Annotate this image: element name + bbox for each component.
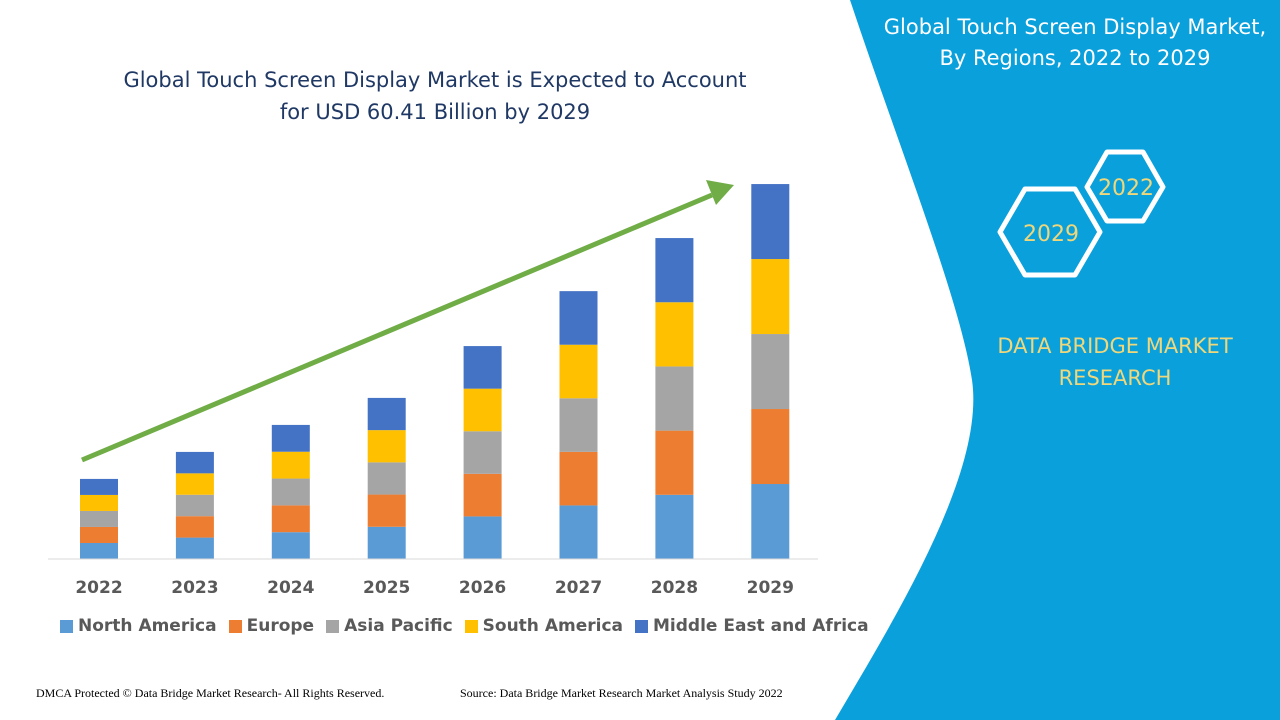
- bar-segment-2022-north-america: [80, 542, 118, 559]
- bar-segment-2025-asia-pacific: [367, 462, 406, 495]
- side-panel-background: [835, 0, 1280, 720]
- bar-segment-2026-south-america: [463, 388, 502, 432]
- bar-segment-2026-middle-east-and-africa: [463, 346, 502, 389]
- bar-segment-2024-middle-east-and-africa: [271, 424, 310, 452]
- bar-segment-2029-europe: [751, 409, 790, 485]
- hexagon-2022: 2022: [1084, 149, 1166, 224]
- legend-item: Middle East and Africa: [635, 616, 869, 636]
- x-tick-label: 2028: [651, 578, 698, 598]
- legend-item: North America: [60, 616, 217, 636]
- bar-segment-2025-south-america: [367, 430, 406, 463]
- legend-label: South America: [482, 616, 623, 636]
- bar-segment-2023-europe: [175, 516, 214, 538]
- bar-segment-2029-north-america: [751, 484, 790, 559]
- legend-label: Middle East and Africa: [653, 616, 869, 636]
- x-tick-label: 2026: [459, 578, 506, 598]
- bar-segment-2026-europe: [463, 473, 502, 517]
- bar-segment-2028-asia-pacific: [655, 366, 694, 431]
- legend-item: Europe: [228, 616, 315, 636]
- x-tick-labels: 2022 2023 2024 2025 2026 2027 2028 2029: [75, 578, 794, 598]
- legend-swatch: [464, 619, 478, 633]
- bar-segment-2023-asia-pacific: [175, 494, 214, 517]
- bar-segment-2025-north-america: [367, 526, 406, 559]
- bar-segment-2022-middle-east-and-africa: [80, 478, 118, 495]
- legend-item: Asia Pacific: [326, 616, 453, 636]
- bar-segment-2029-south-america: [751, 259, 790, 335]
- bar-segment-2028-middle-east-and-africa: [655, 238, 694, 303]
- bar-segment-2025-middle-east-and-africa: [367, 397, 406, 431]
- bar-segment-2028-north-america: [655, 494, 694, 559]
- legend-swatch: [228, 619, 242, 633]
- x-tick-label: 2027: [555, 578, 602, 598]
- footer-copyright: DMCA Protected © Data Bridge Market Rese…: [36, 686, 385, 700]
- legend: North America Europe Asia Pacific South Ame…: [60, 616, 869, 636]
- bar-segment-2027-europe: [559, 451, 598, 506]
- bar-segment-2023-middle-east-and-africa: [175, 451, 214, 474]
- bar-segment-2029-asia-pacific: [751, 334, 790, 410]
- chart-headline: Global Touch Screen Display Market is Ex…: [123, 68, 747, 124]
- bar-segment-2027-north-america: [559, 505, 598, 559]
- bar-segment-2022-europe: [80, 526, 118, 543]
- bars-group: [80, 184, 790, 559]
- bar-segment-2024-north-america: [271, 532, 310, 559]
- footer-source: Source: Data Bridge Market Research Mark…: [460, 686, 783, 700]
- bar-segment-2026-asia-pacific: [463, 431, 502, 474]
- x-tick-label: 2024: [267, 578, 314, 598]
- legend-label: Europe: [246, 616, 315, 636]
- bar-segment-2024-south-america: [271, 451, 310, 479]
- legend-label: North America: [78, 616, 217, 636]
- legend-swatch: [60, 619, 73, 633]
- x-tick-label: 2029: [747, 578, 794, 598]
- hex-start-label: 2022: [1098, 176, 1154, 201]
- bar-segment-2027-asia-pacific: [559, 398, 598, 452]
- bar-segment-2028-south-america: [655, 302, 694, 367]
- bar-segment-2024-asia-pacific: [271, 478, 310, 506]
- x-tick-label: 2023: [171, 578, 218, 598]
- trend-arrow: [81, 180, 734, 463]
- bar-segment-2025-europe: [367, 494, 406, 527]
- bar-segment-2022-asia-pacific: [80, 510, 118, 527]
- side-panel-title: Global Touch Screen Display Market, By R…: [883, 15, 1267, 70]
- bar-segment-2027-middle-east-and-africa: [559, 291, 598, 345]
- bar-segment-2022-south-america: [80, 494, 118, 511]
- hexagon-2029: 2029: [997, 186, 1103, 278]
- bar-segment-2023-south-america: [175, 473, 214, 495]
- bar-segment-2027-south-america: [559, 344, 598, 399]
- bar-segment-2024-europe: [271, 505, 310, 533]
- legend-label: Asia Pacific: [344, 616, 453, 636]
- bar-segment-2023-north-america: [175, 537, 214, 559]
- legend-swatch: [326, 619, 340, 633]
- bar-segment-2029-middle-east-and-africa: [751, 184, 790, 260]
- hex-end-label: 2029: [1023, 222, 1079, 247]
- bar-segment-2026-north-america: [463, 516, 502, 559]
- brand-name: DATA BRIDGE MARKET RESEARCH: [997, 334, 1233, 390]
- legend-item: South America: [464, 616, 623, 636]
- bar-segment-2028-europe: [655, 430, 694, 495]
- x-tick-label: 2025: [363, 578, 410, 598]
- x-tick-label: 2022: [75, 578, 122, 598]
- legend-swatch: [635, 619, 648, 633]
